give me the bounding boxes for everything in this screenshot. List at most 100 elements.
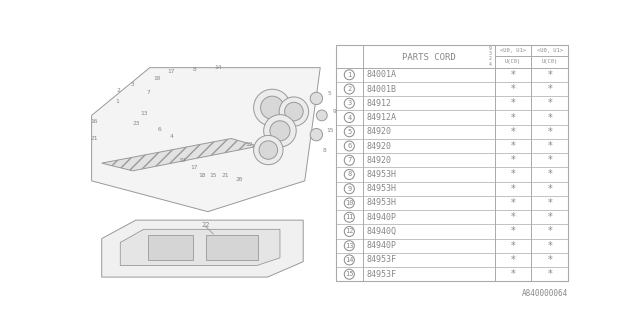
- Bar: [336, 44, 568, 281]
- Text: 12: 12: [345, 228, 353, 235]
- Text: 20: 20: [235, 177, 243, 182]
- Text: U(C0): U(C0): [541, 60, 558, 64]
- Text: 8: 8: [347, 172, 351, 178]
- Text: 6: 6: [157, 127, 161, 132]
- Text: 3: 3: [131, 82, 134, 87]
- Text: PARTS CORD: PARTS CORD: [402, 53, 456, 62]
- Text: 3: 3: [347, 100, 351, 106]
- Text: *: *: [547, 212, 552, 222]
- Text: *: *: [511, 84, 515, 94]
- Text: 84953H: 84953H: [367, 198, 397, 207]
- Text: 14: 14: [214, 65, 221, 70]
- Text: 84940P: 84940P: [367, 213, 397, 222]
- Text: *: *: [547, 155, 552, 165]
- Text: 14: 14: [345, 257, 353, 263]
- Text: *: *: [511, 113, 515, 123]
- Circle shape: [264, 115, 296, 147]
- Text: 18: 18: [198, 173, 206, 178]
- Text: 22: 22: [202, 222, 210, 228]
- Text: *: *: [511, 98, 515, 108]
- Text: 21: 21: [90, 136, 98, 141]
- Text: *: *: [511, 70, 515, 80]
- Circle shape: [285, 102, 303, 121]
- Text: *: *: [511, 212, 515, 222]
- Text: *: *: [511, 227, 515, 236]
- Text: *: *: [511, 184, 515, 194]
- Text: 10: 10: [345, 200, 353, 206]
- Text: *: *: [547, 98, 552, 108]
- Text: 84920: 84920: [367, 127, 392, 136]
- Text: 1: 1: [115, 99, 119, 104]
- Text: 17: 17: [168, 69, 175, 74]
- Text: 84920: 84920: [367, 156, 392, 165]
- Text: A840000064: A840000064: [522, 289, 568, 298]
- Text: *: *: [547, 170, 552, 180]
- Text: *: *: [511, 255, 515, 265]
- Polygon shape: [102, 139, 259, 171]
- Text: 84912A: 84912A: [367, 113, 397, 122]
- Circle shape: [316, 110, 327, 121]
- Text: 4: 4: [170, 134, 173, 140]
- Text: 84001B: 84001B: [367, 84, 397, 93]
- Text: 1: 1: [347, 72, 351, 78]
- Circle shape: [253, 135, 283, 165]
- Text: 84940Q: 84940Q: [367, 227, 397, 236]
- Circle shape: [260, 96, 284, 119]
- Text: *: *: [547, 227, 552, 236]
- Circle shape: [310, 92, 323, 105]
- Text: *: *: [547, 84, 552, 94]
- Text: 2: 2: [117, 88, 120, 93]
- Text: *: *: [547, 198, 552, 208]
- Text: 84953F: 84953F: [367, 270, 397, 279]
- Text: 84912: 84912: [367, 99, 392, 108]
- Circle shape: [279, 97, 308, 126]
- Circle shape: [253, 89, 291, 126]
- Polygon shape: [120, 229, 280, 266]
- Text: *: *: [547, 70, 552, 80]
- Polygon shape: [92, 68, 320, 212]
- Text: *: *: [547, 141, 552, 151]
- Text: 7: 7: [147, 90, 150, 95]
- Text: 7: 7: [347, 157, 351, 163]
- Text: 2: 2: [347, 86, 351, 92]
- Bar: [148, 235, 193, 260]
- Text: *: *: [547, 113, 552, 123]
- Text: U(C0): U(C0): [505, 60, 521, 64]
- Text: *: *: [547, 127, 552, 137]
- Text: 9: 9: [332, 109, 336, 114]
- Text: 15: 15: [209, 173, 217, 178]
- Text: 8: 8: [193, 67, 196, 72]
- Text: 84953F: 84953F: [367, 255, 397, 264]
- Circle shape: [270, 121, 290, 141]
- Text: *: *: [511, 269, 515, 279]
- Text: 21: 21: [222, 173, 230, 178]
- Text: *: *: [547, 241, 552, 251]
- Text: 5: 5: [328, 91, 332, 96]
- Text: 9: 9: [347, 186, 351, 192]
- Text: 11: 11: [345, 214, 353, 220]
- Text: 84920: 84920: [367, 141, 392, 150]
- Text: *: *: [511, 155, 515, 165]
- Circle shape: [259, 141, 278, 159]
- Text: 84953H: 84953H: [367, 184, 397, 193]
- Polygon shape: [102, 220, 303, 277]
- Text: 4: 4: [347, 115, 351, 121]
- Text: 84953H: 84953H: [367, 170, 397, 179]
- Text: 23: 23: [132, 121, 140, 125]
- Text: 15: 15: [326, 128, 333, 133]
- Bar: [205, 235, 259, 260]
- Text: 5: 5: [347, 129, 351, 135]
- Text: 6: 6: [347, 143, 351, 149]
- Text: *: *: [511, 198, 515, 208]
- Text: 15: 15: [345, 271, 353, 277]
- Text: *: *: [511, 170, 515, 180]
- Text: *: *: [547, 184, 552, 194]
- Text: <U0, U1>: <U0, U1>: [500, 48, 526, 53]
- Text: 16: 16: [90, 119, 98, 124]
- Text: 8: 8: [323, 148, 326, 153]
- Text: *: *: [511, 141, 515, 151]
- Text: *: *: [547, 255, 552, 265]
- Text: <U0, U1>: <U0, U1>: [537, 48, 563, 53]
- Text: 84001A: 84001A: [367, 70, 397, 79]
- Text: *: *: [511, 241, 515, 251]
